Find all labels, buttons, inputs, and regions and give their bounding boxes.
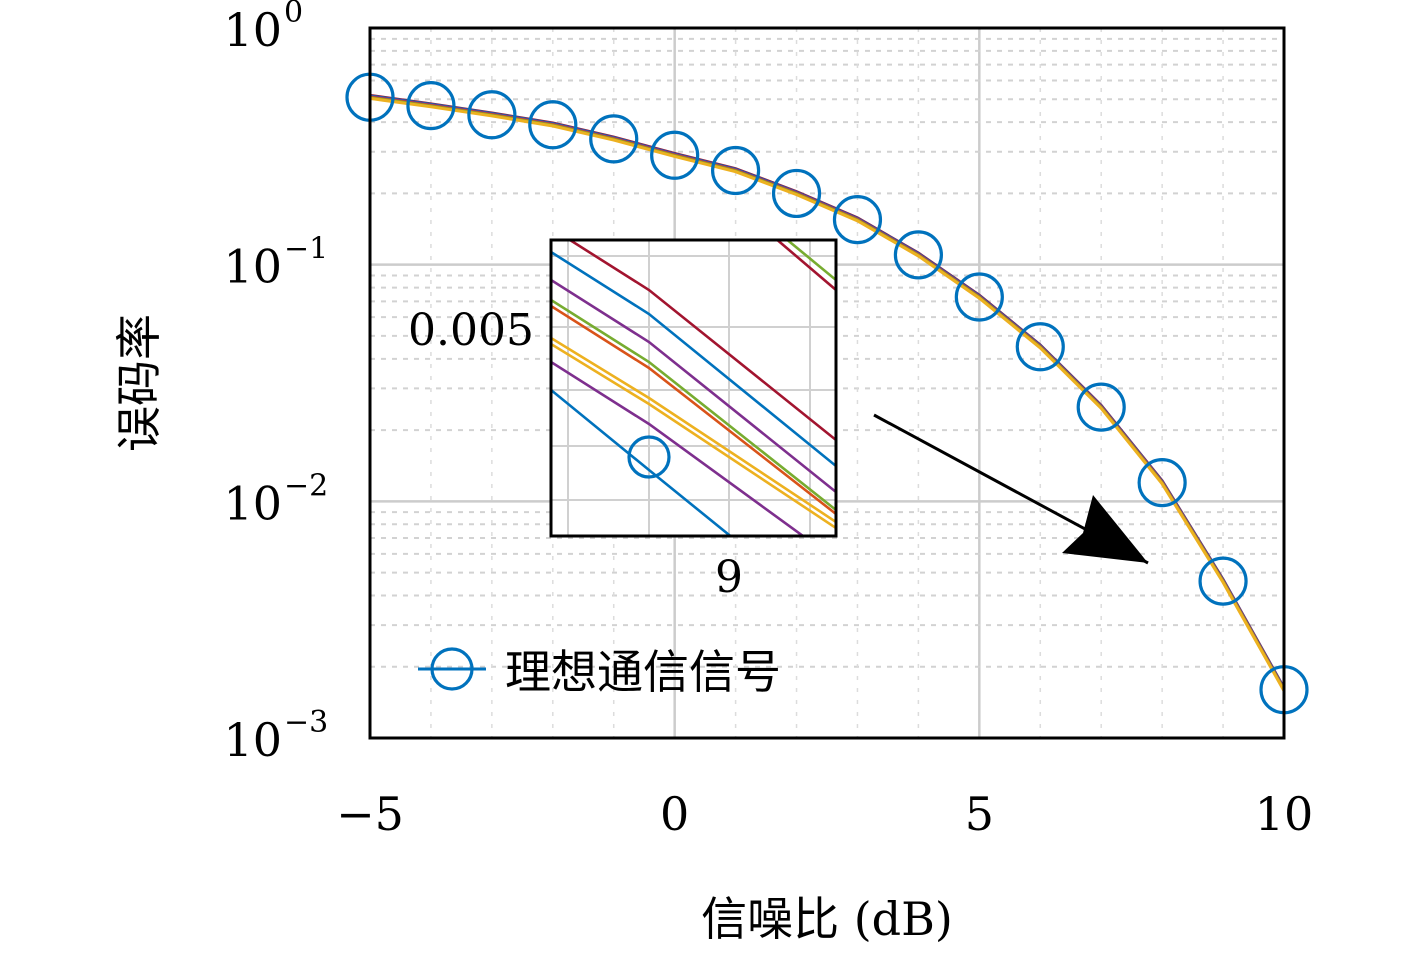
inset-curve — [551, 342, 836, 530]
inset-curve — [785, 240, 836, 282]
y-tick-exponent: 0 — [284, 0, 303, 30]
data-point — [1198, 556, 1248, 606]
data-point — [406, 81, 456, 131]
y-tick-label: 10 — [223, 3, 282, 57]
plot-frame — [368, 26, 1286, 740]
data-point — [771, 168, 822, 219]
y-tick-label: 10 — [223, 240, 282, 294]
data-point — [832, 195, 883, 245]
inset-curves — [551, 240, 836, 536]
inset-curve — [551, 278, 836, 494]
inset-frame — [549, 238, 838, 538]
data-point — [528, 100, 578, 150]
ber-curves — [370, 93, 1284, 692]
inset-curve — [551, 250, 836, 468]
inset-curve — [551, 298, 836, 512]
x-tick-label: 0 — [660, 787, 689, 841]
y-tick-label: 10 — [223, 713, 282, 767]
y-axis-title: 误码率 — [112, 314, 166, 452]
legend-label: 理想通信信号 — [505, 645, 781, 699]
zoom-arrow-head — [1062, 495, 1148, 563]
data-point — [710, 145, 761, 196]
x-axis-title: 信噪比 (dB) — [701, 892, 953, 946]
inset-curve — [551, 360, 806, 536]
y-tick-label: 10 — [223, 476, 282, 530]
inset-curve — [551, 304, 836, 516]
inset-curve — [551, 388, 733, 536]
y-tick-exponent: −3 — [284, 705, 328, 740]
inset-marker — [627, 435, 671, 479]
data-point — [954, 272, 1004, 322]
data-point — [1137, 457, 1187, 508]
x-tick-label: −5 — [336, 787, 404, 841]
inset-curve — [551, 336, 836, 524]
inset-zoom: 0.005 9 — [408, 238, 838, 603]
y-tick-exponent: −2 — [284, 468, 328, 503]
inset-curve — [567, 240, 836, 442]
data-point — [467, 90, 517, 140]
inset-grid — [551, 240, 836, 536]
legend: 理想通信信号 — [418, 645, 781, 699]
x-tick-labels: −5 0 5 10 — [336, 787, 1313, 841]
data-point — [650, 130, 700, 180]
inset-y-tick-label: 0.005 — [408, 305, 534, 356]
x-tick-label: 5 — [965, 787, 994, 841]
y-tick-exponent: −1 — [284, 232, 328, 267]
x-tick-label: 10 — [1255, 787, 1314, 841]
data-point — [589, 114, 639, 164]
ber-curve — [370, 96, 1284, 692]
inset-curve — [775, 240, 836, 291]
data-point — [1076, 382, 1126, 432]
data-point — [1015, 322, 1065, 372]
legend-marker — [430, 647, 474, 691]
inset-x-tick-label: 9 — [715, 552, 743, 603]
data-point — [893, 230, 944, 280]
